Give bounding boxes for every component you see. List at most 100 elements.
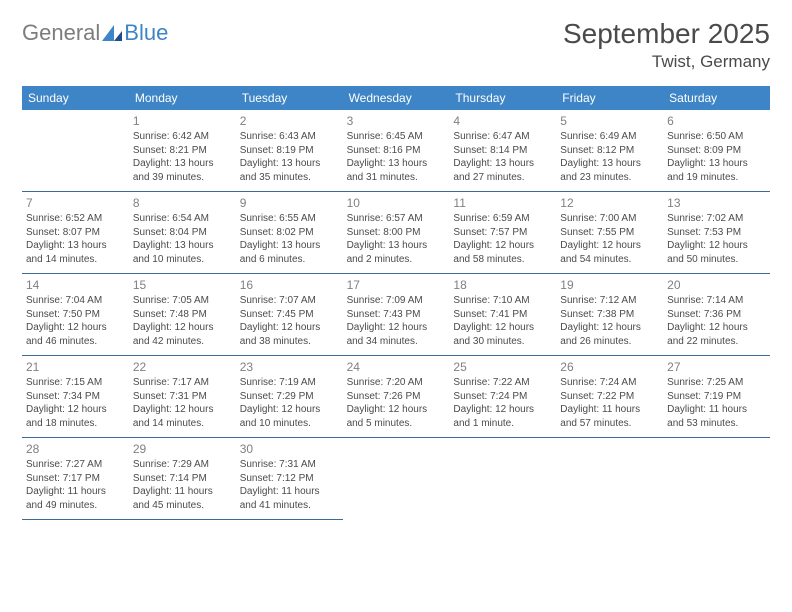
day-info-line: Sunrise: 7:27 AM xyxy=(26,458,125,472)
calendar-cell: 7Sunrise: 6:52 AMSunset: 8:07 PMDaylight… xyxy=(22,192,129,274)
calendar-cell: 9Sunrise: 6:55 AMSunset: 8:02 PMDaylight… xyxy=(236,192,343,274)
day-info-line: and 10 minutes. xyxy=(240,417,339,431)
day-info-line: Sunset: 8:14 PM xyxy=(453,144,552,158)
day-info-line: and 45 minutes. xyxy=(133,499,232,513)
day-info-line: and 23 minutes. xyxy=(560,171,659,185)
weekday-friday: Friday xyxy=(556,86,663,110)
day-info-line: Daylight: 13 hours xyxy=(453,157,552,171)
calendar-cell: 17Sunrise: 7:09 AMSunset: 7:43 PMDayligh… xyxy=(343,274,450,356)
day-number: 22 xyxy=(133,359,232,375)
day-info-line: Sunset: 8:19 PM xyxy=(240,144,339,158)
day-number: 15 xyxy=(133,277,232,293)
calendar-cell: 2Sunrise: 6:43 AMSunset: 8:19 PMDaylight… xyxy=(236,110,343,192)
day-info-line: Sunset: 7:12 PM xyxy=(240,472,339,486)
day-info-line: Sunrise: 6:42 AM xyxy=(133,130,232,144)
day-number: 9 xyxy=(240,195,339,211)
day-info-line: and 50 minutes. xyxy=(667,253,766,267)
day-info-line: and 1 minute. xyxy=(453,417,552,431)
day-info-line: Sunset: 7:19 PM xyxy=(667,390,766,404)
day-info-line: and 38 minutes. xyxy=(240,335,339,349)
day-info-line: Sunset: 8:04 PM xyxy=(133,226,232,240)
day-number: 6 xyxy=(667,113,766,129)
calendar-cell: 15Sunrise: 7:05 AMSunset: 7:48 PMDayligh… xyxy=(129,274,236,356)
calendar-header: Sunday Monday Tuesday Wednesday Thursday… xyxy=(22,86,770,110)
day-number: 5 xyxy=(560,113,659,129)
day-info-line: and 5 minutes. xyxy=(347,417,446,431)
day-info-line: Daylight: 13 hours xyxy=(133,157,232,171)
calendar-cell xyxy=(449,438,556,520)
day-info-line: Sunset: 7:22 PM xyxy=(560,390,659,404)
day-number: 11 xyxy=(453,195,552,211)
day-number: 23 xyxy=(240,359,339,375)
calendar-cell: 25Sunrise: 7:22 AMSunset: 7:24 PMDayligh… xyxy=(449,356,556,438)
day-info-line: Sunrise: 7:12 AM xyxy=(560,294,659,308)
day-info-line: and 57 minutes. xyxy=(560,417,659,431)
day-number: 24 xyxy=(347,359,446,375)
calendar-cell: 19Sunrise: 7:12 AMSunset: 7:38 PMDayligh… xyxy=(556,274,663,356)
day-info-line: and 41 minutes. xyxy=(240,499,339,513)
day-info-line: Sunset: 8:07 PM xyxy=(26,226,125,240)
day-info-line: and 6 minutes. xyxy=(240,253,339,267)
day-info-line: Sunset: 8:02 PM xyxy=(240,226,339,240)
day-info-line: Sunrise: 7:07 AM xyxy=(240,294,339,308)
day-info-line: and 27 minutes. xyxy=(453,171,552,185)
day-info-line: Sunset: 7:14 PM xyxy=(133,472,232,486)
weekday-wednesday: Wednesday xyxy=(343,86,450,110)
day-info-line: Sunrise: 6:57 AM xyxy=(347,212,446,226)
day-info-line: and 58 minutes. xyxy=(453,253,552,267)
day-info-line: Sunset: 7:26 PM xyxy=(347,390,446,404)
day-info-line: Sunrise: 6:55 AM xyxy=(240,212,339,226)
day-info-line: Daylight: 11 hours xyxy=(26,485,125,499)
day-info-line: Sunset: 8:09 PM xyxy=(667,144,766,158)
day-info-line: and 54 minutes. xyxy=(560,253,659,267)
day-info-line: Daylight: 12 hours xyxy=(133,321,232,335)
day-number: 2 xyxy=(240,113,339,129)
day-info-line: Sunrise: 7:20 AM xyxy=(347,376,446,390)
day-info-line: Daylight: 12 hours xyxy=(453,403,552,417)
day-info-line: Daylight: 12 hours xyxy=(453,239,552,253)
day-info-line: and 49 minutes. xyxy=(26,499,125,513)
calendar-cell: 14Sunrise: 7:04 AMSunset: 7:50 PMDayligh… xyxy=(22,274,129,356)
calendar-cell xyxy=(343,438,450,520)
day-info-line: Sunset: 7:41 PM xyxy=(453,308,552,322)
day-number: 21 xyxy=(26,359,125,375)
day-info-line: and 2 minutes. xyxy=(347,253,446,267)
day-info-line: Sunset: 7:50 PM xyxy=(26,308,125,322)
title-block: September 2025 Twist, Germany xyxy=(563,18,770,72)
day-info-line: Daylight: 12 hours xyxy=(133,403,232,417)
day-info-line: Sunrise: 6:50 AM xyxy=(667,130,766,144)
day-info-line: and 30 minutes. xyxy=(453,335,552,349)
calendar-cell: 4Sunrise: 6:47 AMSunset: 8:14 PMDaylight… xyxy=(449,110,556,192)
day-info-line: Sunset: 7:43 PM xyxy=(347,308,446,322)
day-info-line: Sunset: 7:36 PM xyxy=(667,308,766,322)
month-title: September 2025 xyxy=(563,18,770,50)
calendar-cell: 22Sunrise: 7:17 AMSunset: 7:31 PMDayligh… xyxy=(129,356,236,438)
day-info-line: Daylight: 11 hours xyxy=(667,403,766,417)
weekday-saturday: Saturday xyxy=(663,86,770,110)
day-info-line: Sunrise: 7:09 AM xyxy=(347,294,446,308)
day-info-line: Sunrise: 7:14 AM xyxy=(667,294,766,308)
day-info-line: Sunrise: 6:49 AM xyxy=(560,130,659,144)
day-info-line: Daylight: 12 hours xyxy=(240,403,339,417)
day-info-line: and 14 minutes. xyxy=(26,253,125,267)
calendar-cell: 12Sunrise: 7:00 AMSunset: 7:55 PMDayligh… xyxy=(556,192,663,274)
day-info-line: Daylight: 12 hours xyxy=(560,321,659,335)
day-number: 1 xyxy=(133,113,232,129)
day-info-line: Sunset: 7:57 PM xyxy=(453,226,552,240)
weekday-tuesday: Tuesday xyxy=(236,86,343,110)
day-info-line: Daylight: 13 hours xyxy=(240,157,339,171)
weekday-monday: Monday xyxy=(129,86,236,110)
day-info-line: Sunset: 8:12 PM xyxy=(560,144,659,158)
logo-text-blue: Blue xyxy=(124,20,168,46)
day-info-line: Sunrise: 7:29 AM xyxy=(133,458,232,472)
day-info-line: Sunset: 7:48 PM xyxy=(133,308,232,322)
calendar-cell: 30Sunrise: 7:31 AMSunset: 7:12 PMDayligh… xyxy=(236,438,343,520)
day-info-line: Sunset: 7:55 PM xyxy=(560,226,659,240)
day-info-line: Daylight: 12 hours xyxy=(453,321,552,335)
day-info-line: Sunrise: 7:25 AM xyxy=(667,376,766,390)
day-info-line: Daylight: 13 hours xyxy=(347,239,446,253)
day-info-line: Sunrise: 7:24 AM xyxy=(560,376,659,390)
calendar-cell: 20Sunrise: 7:14 AMSunset: 7:36 PMDayligh… xyxy=(663,274,770,356)
day-info-line: and 22 minutes. xyxy=(667,335,766,349)
day-info-line: Sunrise: 6:43 AM xyxy=(240,130,339,144)
